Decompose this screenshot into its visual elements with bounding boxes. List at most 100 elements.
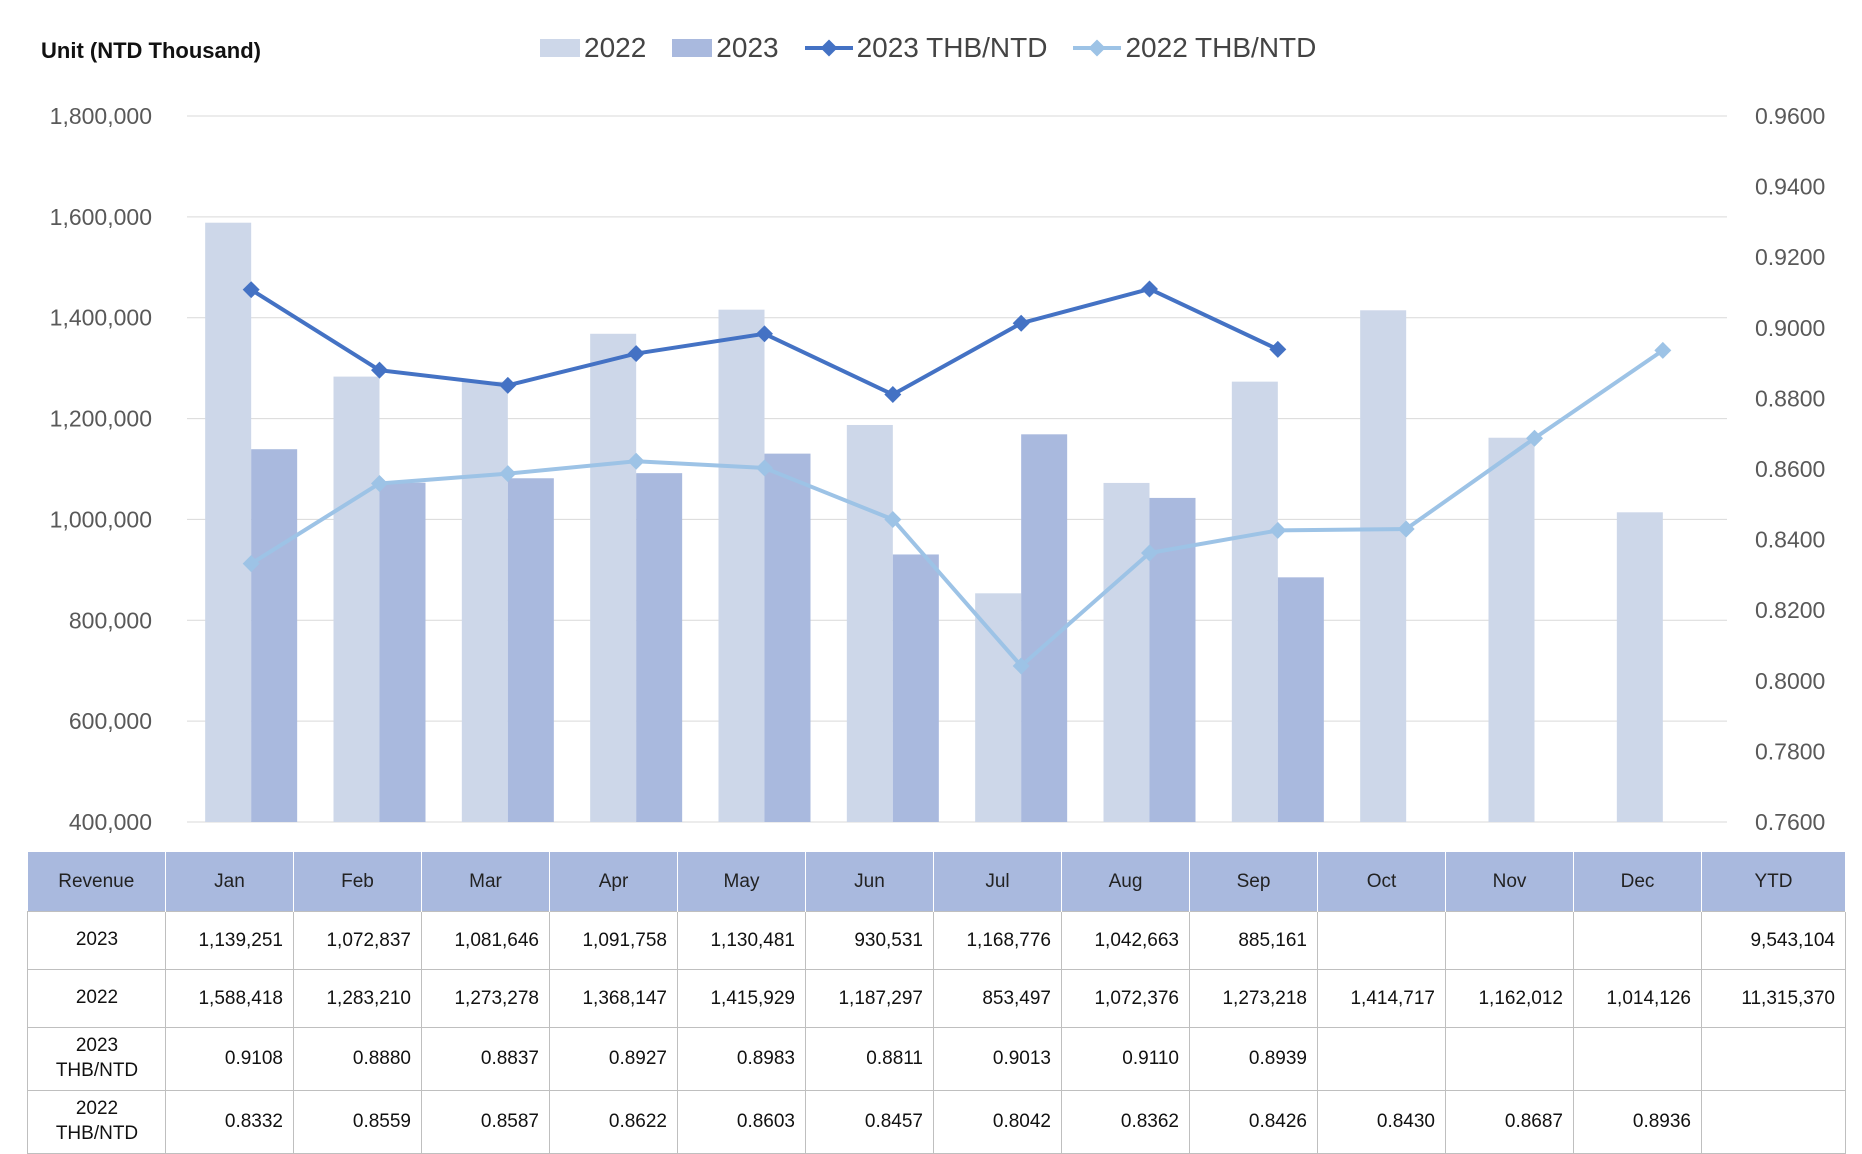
- point-2023-thb-ntd-aug: [1141, 280, 1158, 298]
- table-cell: 0.8430: [1317, 1090, 1446, 1154]
- table-header-dec: Dec: [1573, 852, 1702, 912]
- point-2022-thb-ntd-sep: [1269, 521, 1287, 539]
- table-cell: [1445, 1027, 1574, 1091]
- table-cell: 1,042,663: [1061, 911, 1190, 970]
- revenue-table: Revenue Jan Feb Mar Apr May Jun Jul Aug Sep Oct Nov…: [27, 852, 1846, 1154]
- table-cell: [1573, 1027, 1702, 1091]
- legend-label-2022-thb-ntd: 2022 THB/NTD: [1125, 32, 1317, 63]
- line-2022-thb-ntd: [250, 348, 1664, 668]
- point-2023-thb-ntd-apr: [627, 345, 645, 363]
- table-row-label: 2023 THB/NTD: [27, 1027, 166, 1091]
- point-2023-thb-ntd-mar: [499, 376, 517, 394]
- table-cell: 0.8837: [421, 1027, 550, 1091]
- point-2022-thb-ntd-may: [756, 459, 773, 477]
- point-2022-thb-ntd-apr: [627, 452, 645, 470]
- table-cell: 1,072,837: [293, 911, 422, 970]
- point-2023-thb-ntd-feb: [371, 361, 388, 379]
- table-cell: 0.8936: [1573, 1090, 1702, 1154]
- y2-tick-label: 0.7600: [1755, 809, 1825, 835]
- table-row: 2023 1,139,251 1,072,837 1,081,646 1,091,758…: [27, 911, 1846, 970]
- bar-2022-mar: [461, 381, 508, 822]
- y2-tick-label: 0.8200: [1755, 597, 1825, 623]
- table-cell: 1,072,376: [1061, 969, 1190, 1028]
- point-2022-thb-ntd-mar: [499, 465, 517, 483]
- table-cell: 1,139,251: [165, 911, 294, 970]
- point-2022-thb-ntd-jan: [242, 555, 260, 573]
- legend-swatch-2022-thb-ntd: [1073, 39, 1122, 57]
- y-tick-label: 1,200,000: [50, 406, 152, 432]
- bar-2022-feb: [333, 376, 380, 822]
- point-2023-thb-ntd-jul: [1012, 314, 1030, 332]
- bar-2022-aug: [1103, 482, 1150, 822]
- table-cell: 1,168,776: [933, 911, 1062, 970]
- table-cell: 0.8426: [1189, 1090, 1318, 1154]
- table-cell: [1317, 911, 1446, 970]
- table-cell: 0.8559: [293, 1090, 422, 1154]
- bar-2022-nov: [1488, 437, 1535, 822]
- table-cell: 930,531: [805, 911, 934, 970]
- table-cell: 1,081,646: [421, 911, 550, 970]
- bar-2022-dec: [1616, 512, 1663, 822]
- table-header-jun: Jun: [805, 852, 934, 912]
- table-cell: 1,014,126: [1573, 969, 1702, 1028]
- unit-label: Unit (NTD Thousand): [41, 38, 261, 63]
- bar-2022-oct: [1360, 310, 1407, 822]
- table-cell: 1,368,147: [549, 969, 678, 1028]
- table-header-ytd: YTD: [1701, 852, 1846, 912]
- table-cell: 0.8332: [165, 1090, 294, 1154]
- bar-2023-may: [764, 453, 811, 822]
- table-cell: 1,283,210: [293, 969, 422, 1028]
- table-cell: 0.9013: [933, 1027, 1062, 1091]
- bar-2023-jul: [1021, 434, 1068, 822]
- combo-chart: 1,800,000 1,600,000 1,400,000 1,200,000 1,00…: [50, 103, 1826, 835]
- y2-tick-label: 0.8800: [1755, 385, 1825, 411]
- table-header-aug: Aug: [1061, 852, 1190, 912]
- table-header-row: Revenue Jan Feb Mar Apr May Jun Jul Aug Sep Oct Nov…: [27, 852, 1846, 912]
- table-cell: 0.8927: [549, 1027, 678, 1091]
- table-cell: 0.8587: [421, 1090, 550, 1154]
- table-row-label: 2023: [27, 911, 166, 970]
- table-cell: 0.8362: [1061, 1090, 1190, 1154]
- y2-tick-label: 0.8400: [1755, 527, 1825, 553]
- y-tick-label: 600,000: [69, 708, 152, 734]
- table-cell: 0.8687: [1445, 1090, 1574, 1154]
- point-2022-thb-ntd-aug: [1141, 544, 1158, 562]
- table-row: 2023 THB/NTD 0.9108 0.8880 0.8837 0.8927 0.898…: [27, 1027, 1846, 1091]
- table-cell: [1701, 1027, 1846, 1091]
- table-cell: 853,497: [933, 969, 1062, 1028]
- table-row-label: 2022: [27, 969, 166, 1028]
- bar-2022-apr: [590, 333, 637, 822]
- table-cell: 0.8622: [549, 1090, 678, 1154]
- table-cell: 0.8983: [677, 1027, 806, 1091]
- table-cell: 1,273,278: [421, 969, 550, 1028]
- y-tick-label: 1,800,000: [50, 103, 152, 129]
- y2-tick-label: 0.9200: [1755, 244, 1825, 270]
- table-cell: [1573, 911, 1702, 970]
- y2-tick-label: 0.8000: [1755, 668, 1825, 694]
- table-cell: 1,588,418: [165, 969, 294, 1028]
- point-2022-thb-ntd-jun: [884, 510, 902, 528]
- table-cell: 1,162,012: [1445, 969, 1574, 1028]
- y-tick-label: 800,000: [69, 607, 152, 633]
- y-tick-label: 1,000,000: [50, 506, 152, 532]
- bar-2023-sep: [1277, 577, 1324, 822]
- table-header-feb: Feb: [293, 852, 422, 912]
- table-cell: 0.8939: [1189, 1027, 1318, 1091]
- table-cell: 1,415,929: [677, 969, 806, 1028]
- bar-2022-jul: [975, 593, 1022, 822]
- table-cell: 1,130,481: [677, 911, 806, 970]
- table-header-sep: Sep: [1189, 852, 1318, 912]
- legend-item-2023: 2023: [672, 32, 779, 64]
- point-2023-thb-ntd-jun: [884, 386, 902, 404]
- legend-label-2023: 2023: [716, 32, 779, 63]
- bar-2022-jun: [846, 424, 893, 822]
- y2-tick-label: 0.9600: [1755, 103, 1825, 129]
- point-2023-thb-ntd-jan: [242, 281, 260, 299]
- point-2022-thb-ntd-jul: [1012, 657, 1030, 675]
- table-cell: 0.8042: [933, 1090, 1062, 1154]
- y-tick-label: 1,400,000: [50, 305, 152, 331]
- bar-2022-jan: [205, 222, 252, 823]
- legend-item-2022: 2022: [540, 32, 646, 64]
- table-cell: 0.8457: [805, 1090, 934, 1154]
- bar-2022-sep: [1231, 381, 1278, 822]
